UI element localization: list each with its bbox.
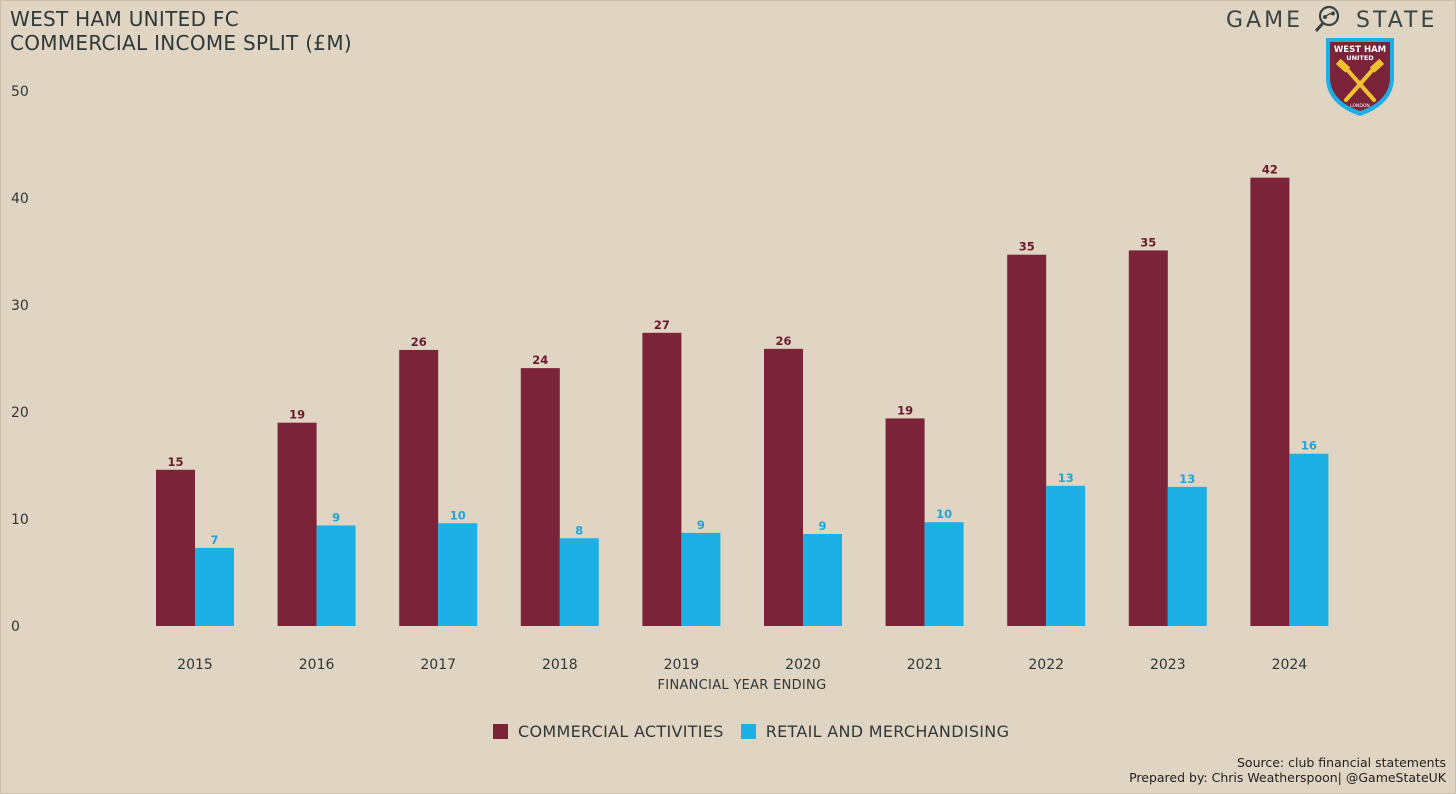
data-label-retail: 13 <box>1058 471 1074 485</box>
west-ham-crest: WEST HAM UNITED LONDON <box>1326 38 1394 116</box>
crest-text-mid: UNITED <box>1346 54 1374 62</box>
game-state-logo: GAME STATE <box>1226 5 1442 36</box>
bar-commercial <box>642 332 682 626</box>
x-tick-label: 2016 <box>299 657 335 673</box>
bar-retail <box>803 533 842 626</box>
chart-subtitle: COMMERCIAL INCOME SPLIT (£M) <box>10 31 352 55</box>
data-label-commercial: 19 <box>289 408 305 422</box>
bar-commercial <box>520 368 560 626</box>
prepared-by-note: Prepared by: Chris Weatherspoon| @GameSt… <box>1129 770 1446 785</box>
data-label-retail: 10 <box>450 508 466 522</box>
x-tick-label: 2019 <box>664 657 700 673</box>
legend-label-retail: RETAIL AND MERCHANDISING <box>765 721 1010 741</box>
bar-retail <box>195 547 234 626</box>
bar-retail <box>1046 485 1086 626</box>
bar-retail <box>559 538 599 626</box>
x-axis-label: FINANCIAL YEAR ENDING <box>658 678 827 693</box>
data-label-commercial: 42 <box>1262 163 1278 177</box>
bars-group: 15 7 19 9 26 10 24 8 27 9 26 9 19 10 35 13 35 13 42 16 <box>156 163 1329 627</box>
bar-commercial <box>156 469 195 626</box>
y-tick-label: 50 <box>11 84 29 100</box>
data-label-commercial: 27 <box>654 318 670 332</box>
brand-word-left: GAME <box>1226 8 1303 33</box>
data-label-commercial: 19 <box>897 403 913 417</box>
legend-item-retail: RETAIL AND MERCHANDISING <box>740 721 1010 741</box>
x-tick-label: 2024 <box>1272 657 1308 673</box>
bar-commercial <box>1128 250 1168 626</box>
data-label-commercial: 26 <box>411 335 427 349</box>
data-label-commercial: 15 <box>167 455 183 469</box>
x-axis: 2015 2016 2017 2018 2019 2020 2021 2022 2023 2024 <box>177 657 1307 673</box>
source-note: Source: club financial statements <box>1237 755 1446 770</box>
bar-retail <box>1167 486 1207 626</box>
bar-retail <box>681 532 721 626</box>
bar-commercial <box>1250 177 1290 627</box>
data-label-retail: 16 <box>1301 439 1317 453</box>
bar-commercial <box>885 418 925 626</box>
legend-item-commercial: COMMERCIAL ACTIVITIES <box>493 722 724 741</box>
data-label-retail: 10 <box>936 507 952 521</box>
crest-text-top: WEST HAM <box>1334 45 1386 55</box>
x-tick-label: 2017 <box>420 657 456 673</box>
data-label-commercial: 26 <box>775 334 791 348</box>
bar-retail <box>1289 453 1329 626</box>
legend: COMMERCIAL ACTIVITIES RETAIL AND MERCHAN… <box>493 720 1026 742</box>
data-label-retail: 9 <box>332 510 340 524</box>
bar-commercial <box>764 348 803 626</box>
x-tick-label: 2023 <box>1150 657 1186 673</box>
y-tick-label: 20 <box>11 405 29 421</box>
x-tick-label: 2021 <box>907 657 943 673</box>
legend-label-commercial: COMMERCIAL ACTIVITIES <box>518 721 724 741</box>
bar-retail <box>438 523 478 626</box>
y-tick-label: 0 <box>11 619 20 635</box>
data-label-commercial: 35 <box>1140 235 1156 249</box>
x-tick-label: 2018 <box>542 657 578 673</box>
data-label-commercial: 24 <box>532 353 548 367</box>
y-tick-label: 10 <box>11 512 29 528</box>
data-label-commercial: 35 <box>1019 240 1035 254</box>
x-tick-label: 2020 <box>785 657 821 673</box>
x-tick-label: 2022 <box>1028 657 1064 673</box>
bar-commercial <box>399 349 439 626</box>
magnifier-icon <box>1314 5 1340 32</box>
data-label-retail: 7 <box>210 533 218 547</box>
y-tick-label: 40 <box>11 191 29 207</box>
chart-title: WEST HAM UNITED FC <box>10 7 239 31</box>
crossed-hammers-icon <box>1342 64 1378 102</box>
brand-word-right: STATE <box>1356 8 1438 33</box>
bar-commercial <box>277 422 317 626</box>
y-tick-label: 30 <box>11 298 29 314</box>
x-tick-label: 2015 <box>177 657 213 673</box>
legend-swatch-commercial <box>493 723 508 739</box>
legend-swatch-retail <box>740 723 756 739</box>
y-axis: 0 10 20 30 40 50 <box>11 84 29 635</box>
bar-retail <box>316 525 356 626</box>
data-label-retail: 9 <box>697 518 705 532</box>
data-label-retail: 13 <box>1179 472 1195 486</box>
bar-retail <box>924 522 964 626</box>
data-label-retail: 9 <box>818 519 826 533</box>
data-label-retail: 8 <box>575 523 583 537</box>
crest-text-bottom: LONDON <box>1350 103 1370 109</box>
bar-commercial <box>1007 254 1047 626</box>
